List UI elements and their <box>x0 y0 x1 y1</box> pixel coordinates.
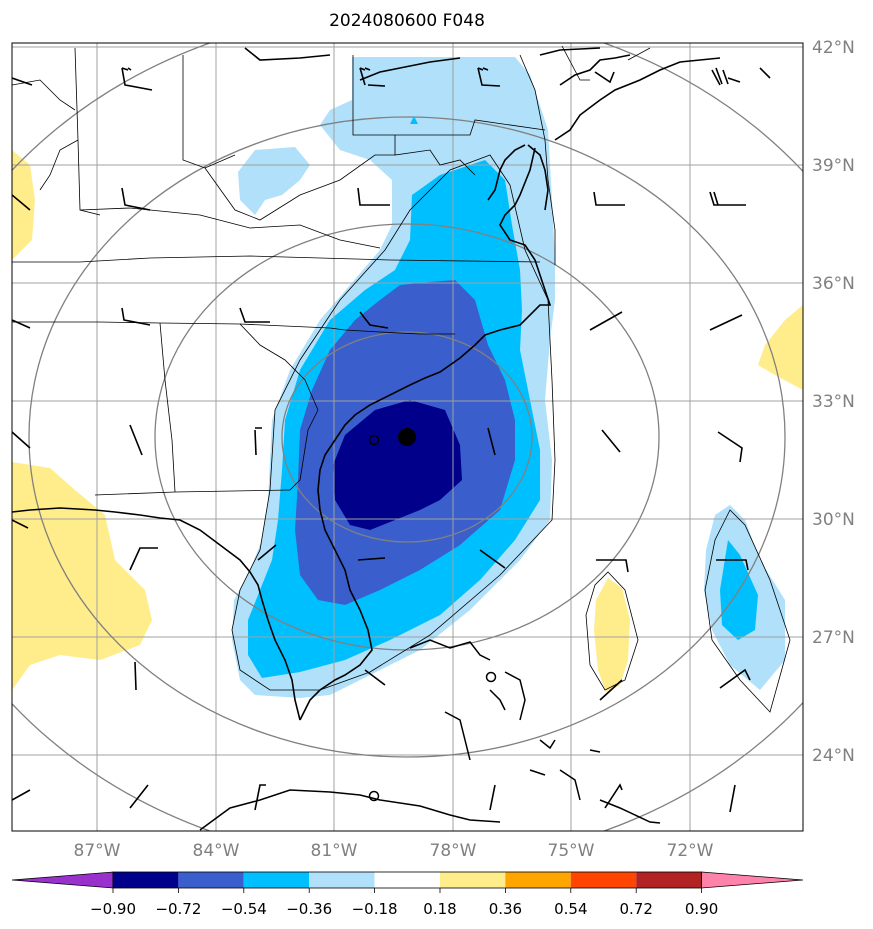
colorbar-tick-label: −0.54 <box>221 900 267 918</box>
colorbar-tick-label: 0.54 <box>554 900 587 918</box>
anomaly-field-level-072 <box>333 400 462 530</box>
colorbar-tick-label: 0.72 <box>619 900 652 918</box>
anomaly-field-east <box>758 305 803 390</box>
storm-center-marker <box>398 428 416 446</box>
lat-label: 24°N <box>812 746 855 766</box>
negative-anomaly-fields <box>232 57 785 698</box>
lat-label: 36°N <box>812 274 855 294</box>
colorbar-tick-label: −0.90 <box>90 900 136 918</box>
lat-label: 33°N <box>812 392 855 412</box>
colorbar-segment <box>243 872 310 888</box>
storm-markers <box>368 116 497 802</box>
lon-label: 87°W <box>74 841 121 861</box>
lat-label: 42°N <box>812 38 855 58</box>
colorbar-tick-label: 0.90 <box>685 900 718 918</box>
colorbar-tick-label: −0.36 <box>286 900 332 918</box>
coastlines <box>12 47 721 721</box>
anomaly-field-atlantic <box>594 578 630 692</box>
anomaly-field-north-patch <box>238 147 310 215</box>
lat-label: 27°N <box>812 628 855 648</box>
colorbar-segment <box>374 872 440 888</box>
wind-barbs <box>12 67 771 813</box>
colorbar-tick-label: 0.36 <box>489 900 522 918</box>
triangle-marker <box>410 116 418 124</box>
longitude-labels: 87°W 84°W 81°W 78°W 75°W 72°W <box>74 841 714 861</box>
colorbar-segment <box>309 872 375 888</box>
observation-marker <box>485 671 497 683</box>
observation-marker <box>368 434 380 446</box>
latitude-labels: 42°N 39°N 36°N 33°N 30°N 27°N 24°N <box>812 38 855 766</box>
range-ring-1 <box>281 331 533 543</box>
colorbar-segment <box>570 872 637 888</box>
colorbar-segment <box>440 872 506 888</box>
colorbar-tick-label: −0.72 <box>155 900 201 918</box>
graticule <box>12 43 803 831</box>
lon-label: 81°W <box>311 841 358 861</box>
lat-label: 30°N <box>812 510 855 530</box>
gulf-coastline <box>12 507 301 721</box>
map-frame <box>11 42 804 832</box>
colorbar-segment <box>505 872 571 888</box>
colorbar-segment <box>113 872 179 888</box>
lon-label: 72°W <box>667 841 714 861</box>
lon-label: 84°W <box>193 841 240 861</box>
lat-label: 39°N <box>812 156 855 176</box>
colorbar: −0.90 −0.72 −0.54 −0.36 −0.18 0.18 0.36 … <box>11 871 804 918</box>
northeast-shore <box>559 54 631 86</box>
contour-outlines <box>231 154 791 713</box>
colorbar-min-extension <box>11 871 114 889</box>
colorbar-max-extension <box>701 871 804 889</box>
colorbar-segment <box>178 872 244 888</box>
colorbar-tick-label: 0.18 <box>423 900 456 918</box>
map-panel <box>12 43 803 831</box>
lake-shoreline <box>244 47 331 61</box>
colorbar-tick-label: −0.18 <box>352 900 398 918</box>
range-rings <box>12 43 803 831</box>
lon-label: 78°W <box>430 841 477 861</box>
colorbar-segment <box>636 872 702 888</box>
lon-label: 75°W <box>548 841 595 861</box>
range-ring-3 <box>28 116 786 758</box>
caribbean-islands <box>199 639 661 831</box>
long-island-shore <box>554 57 721 141</box>
range-ring-2 <box>154 223 660 651</box>
lake-ontario-shore <box>539 47 601 56</box>
lake-erie-shore <box>359 57 461 81</box>
state-borders <box>12 45 651 496</box>
map-title: 2024080600 F048 <box>329 11 485 31</box>
atlantic-coastline <box>299 147 552 721</box>
delaware-shore <box>527 144 549 211</box>
observation-marker <box>368 790 380 802</box>
colorbar-frame <box>112 871 702 889</box>
chesapeake-shore <box>487 144 526 201</box>
